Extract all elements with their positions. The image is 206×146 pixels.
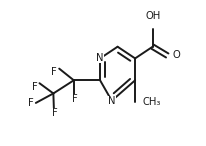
Text: F: F [72, 94, 78, 104]
Text: OH: OH [145, 11, 160, 21]
Text: O: O [172, 51, 180, 60]
Text: N: N [96, 53, 104, 63]
Text: F: F [32, 82, 38, 92]
Text: CH₃: CH₃ [142, 97, 161, 107]
Text: F: F [28, 98, 34, 108]
Text: F: F [50, 67, 56, 77]
Text: N: N [108, 96, 116, 106]
Text: F: F [52, 108, 58, 118]
